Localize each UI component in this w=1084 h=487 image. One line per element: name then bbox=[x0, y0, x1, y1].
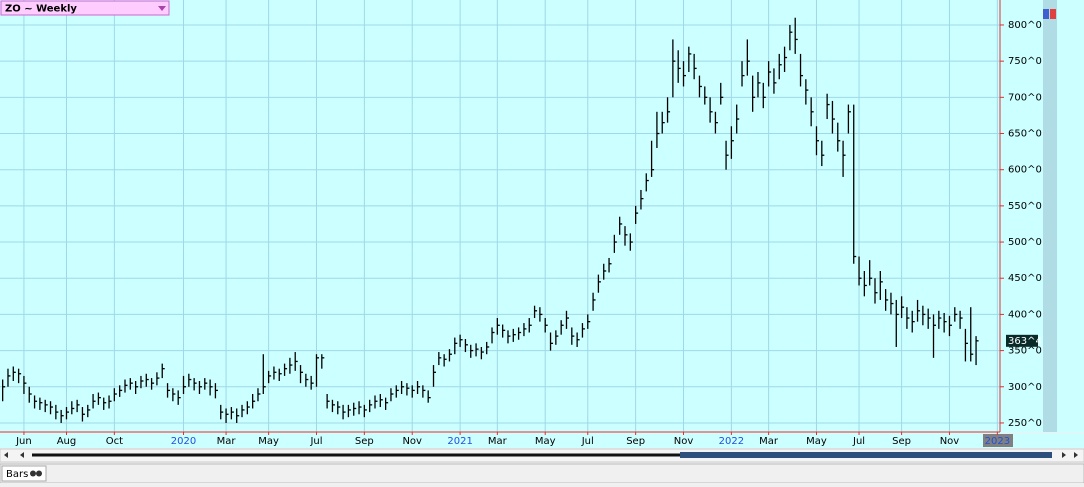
y-tick-label: 300^0 bbox=[1008, 382, 1042, 393]
x-tick-label: Mar bbox=[217, 436, 237, 447]
style-icon bbox=[36, 470, 42, 477]
x-tick-label: Oct bbox=[106, 436, 123, 447]
y-tick-label: 750^0 bbox=[1008, 56, 1042, 67]
x-tick-label: 2020 bbox=[171, 436, 196, 447]
x-tick-label: May bbox=[806, 436, 827, 447]
x-tick-label: Aug bbox=[57, 436, 77, 447]
scroll-thumb[interactable] bbox=[680, 452, 1052, 458]
style-text: Bars bbox=[6, 469, 28, 480]
last-price-box bbox=[1006, 334, 1038, 347]
x-tick-label: Sep bbox=[892, 436, 911, 447]
x-tick-label: Mar bbox=[759, 436, 779, 447]
sell-icon[interactable] bbox=[1050, 9, 1056, 19]
scroll-start[interactable] bbox=[4, 452, 8, 458]
y-tick-label: 500^0 bbox=[1008, 237, 1042, 248]
x-tick-label: 2022 bbox=[719, 436, 744, 447]
buy-icon[interactable] bbox=[1043, 9, 1049, 19]
y-tick-label: 650^0 bbox=[1008, 129, 1042, 140]
status-bar bbox=[0, 463, 1084, 484]
grid bbox=[0, 0, 1000, 432]
time-axis-background bbox=[0, 433, 1084, 448]
symbol-text: ZO ~ Weekly bbox=[5, 4, 77, 15]
x-tick-label: Jul bbox=[581, 436, 594, 447]
side-strip bbox=[1043, 0, 1057, 432]
x-tick-label: Jul bbox=[309, 436, 322, 447]
scroll-end[interactable] bbox=[1074, 452, 1078, 458]
y-tick-label: 250^0 bbox=[1008, 418, 1042, 429]
style-selector[interactable] bbox=[1, 465, 47, 482]
price-axis-background bbox=[1000, 0, 1084, 432]
x-tick-label: Sep bbox=[626, 436, 645, 447]
y-tick-label: 600^0 bbox=[1008, 165, 1042, 176]
x-tick-label: 2021 bbox=[447, 436, 472, 447]
bars bbox=[2, 17, 979, 423]
y-tick-label: 700^0 bbox=[1008, 92, 1042, 103]
style-icon bbox=[30, 470, 36, 477]
last-price-label: 363^4 bbox=[1008, 336, 1042, 347]
x-tick-label: Nov bbox=[674, 436, 694, 447]
y-tick-label: 350^0 bbox=[1008, 346, 1042, 357]
plot-background bbox=[0, 0, 1000, 432]
x-tick-label: 2023 bbox=[985, 436, 1010, 447]
y-tick-label: 800^0 bbox=[1008, 20, 1042, 31]
x-tick-label: Nov bbox=[940, 436, 960, 447]
x-tick-label: May bbox=[535, 436, 556, 447]
dropdown-arrow[interactable] bbox=[158, 6, 166, 11]
symbol-selector[interactable] bbox=[0, 0, 170, 16]
axes: 250^0 300^0 350^0 400^0 450^0 500^0 550^0 600^0… bbox=[15, 20, 1042, 447]
scroll-right[interactable] bbox=[1062, 452, 1066, 458]
x-tick-label: Nov bbox=[402, 436, 422, 447]
time-axis-end bbox=[983, 434, 1013, 447]
scroll-left[interactable] bbox=[20, 452, 24, 458]
x-tick-label: Sep bbox=[355, 436, 374, 447]
x-tick-label: Jul bbox=[852, 436, 865, 447]
y-tick-label: 550^0 bbox=[1008, 201, 1042, 212]
x-tick-label: Mar bbox=[488, 436, 508, 447]
x-tick-label: May bbox=[258, 436, 279, 447]
y-tick-label: 450^0 bbox=[1008, 273, 1042, 284]
x-tick-label: Jun bbox=[15, 436, 32, 447]
y-tick-label: 400^0 bbox=[1008, 309, 1042, 320]
